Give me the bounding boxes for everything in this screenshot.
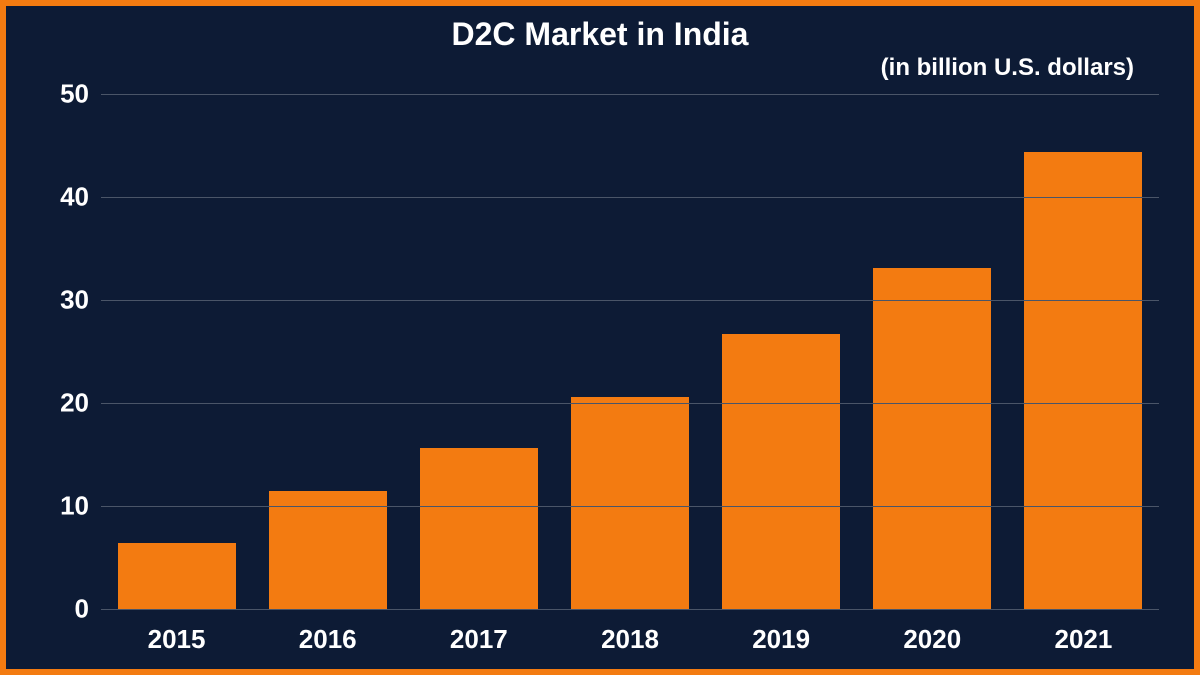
x-tick-label: 2019 bbox=[706, 624, 857, 655]
gridline bbox=[101, 403, 1159, 404]
gridline bbox=[101, 506, 1159, 507]
gridline bbox=[101, 609, 1159, 610]
x-tick-label: 2018 bbox=[554, 624, 705, 655]
bar-slot bbox=[857, 94, 1008, 609]
gridline bbox=[101, 94, 1159, 95]
chart-frame: D2C Market in India (in billion U.S. dol… bbox=[0, 0, 1200, 675]
chart-subtitle: (in billion U.S. dollars) bbox=[881, 54, 1134, 82]
bar-slot bbox=[706, 94, 857, 609]
plot-area: 01020304050 bbox=[101, 94, 1159, 609]
y-tick-label: 50 bbox=[60, 79, 89, 110]
x-tick-label: 2017 bbox=[403, 624, 554, 655]
bar bbox=[1024, 152, 1142, 609]
chart-title: D2C Market in India bbox=[6, 16, 1194, 53]
bar bbox=[118, 543, 236, 609]
bar bbox=[420, 448, 538, 609]
bar-slot bbox=[1008, 94, 1159, 609]
bar bbox=[269, 491, 387, 609]
y-tick-label: 40 bbox=[60, 182, 89, 213]
y-tick-label: 0 bbox=[75, 594, 89, 625]
y-tick-label: 20 bbox=[60, 388, 89, 419]
x-tick-label: 2015 bbox=[101, 624, 252, 655]
bar-slot bbox=[403, 94, 554, 609]
x-tick-label: 2016 bbox=[252, 624, 403, 655]
y-tick-label: 10 bbox=[60, 491, 89, 522]
bars-container bbox=[101, 94, 1159, 609]
bar bbox=[722, 334, 840, 609]
x-tick-label: 2021 bbox=[1008, 624, 1159, 655]
gridline bbox=[101, 300, 1159, 301]
x-tick-label: 2020 bbox=[857, 624, 1008, 655]
y-tick-label: 30 bbox=[60, 285, 89, 316]
gridline bbox=[101, 197, 1159, 198]
bar-slot bbox=[554, 94, 705, 609]
bar-slot bbox=[252, 94, 403, 609]
bar bbox=[571, 397, 689, 609]
bar bbox=[873, 268, 991, 609]
bar-slot bbox=[101, 94, 252, 609]
x-axis-labels: 2015201620172018201920202021 bbox=[101, 624, 1159, 655]
